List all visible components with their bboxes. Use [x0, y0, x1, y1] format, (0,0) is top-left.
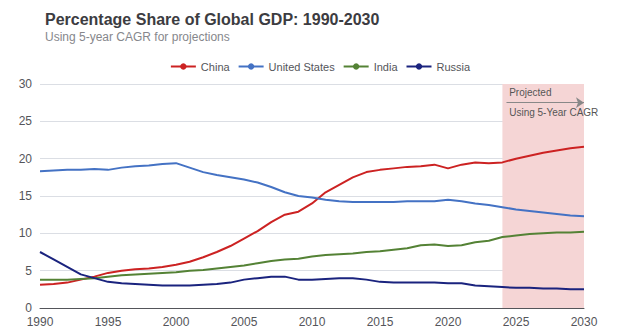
svg-text:Projected: Projected — [509, 87, 551, 98]
svg-text:25: 25 — [19, 114, 33, 128]
svg-text:Russia: Russia — [437, 61, 472, 73]
svg-text:2015: 2015 — [367, 315, 394, 329]
svg-text:2010: 2010 — [299, 315, 326, 329]
svg-text:Using 5-year CAGR for projecti: Using 5-year CAGR for projections — [45, 30, 230, 44]
svg-text:United States: United States — [269, 61, 336, 73]
svg-text:1990: 1990 — [27, 315, 54, 329]
svg-text:2020: 2020 — [435, 315, 462, 329]
svg-text:10: 10 — [19, 226, 33, 240]
svg-text:20: 20 — [19, 152, 33, 166]
svg-text:30: 30 — [19, 77, 33, 91]
svg-text:2005: 2005 — [231, 315, 258, 329]
svg-text:India: India — [374, 61, 399, 73]
svg-text:5: 5 — [25, 264, 32, 278]
svg-text:2025: 2025 — [503, 315, 530, 329]
svg-text:2000: 2000 — [163, 315, 190, 329]
svg-text:Using 5-Year CAGR: Using 5-Year CAGR — [509, 107, 598, 118]
svg-text:Percentage Share of Global GDP: Percentage Share of Global GDP: 1990-203… — [45, 11, 379, 28]
svg-text:China: China — [201, 61, 231, 73]
svg-text:0: 0 — [25, 301, 32, 315]
svg-text:2030: 2030 — [571, 315, 598, 329]
svg-text:1995: 1995 — [95, 315, 122, 329]
svg-text:15: 15 — [19, 189, 33, 203]
